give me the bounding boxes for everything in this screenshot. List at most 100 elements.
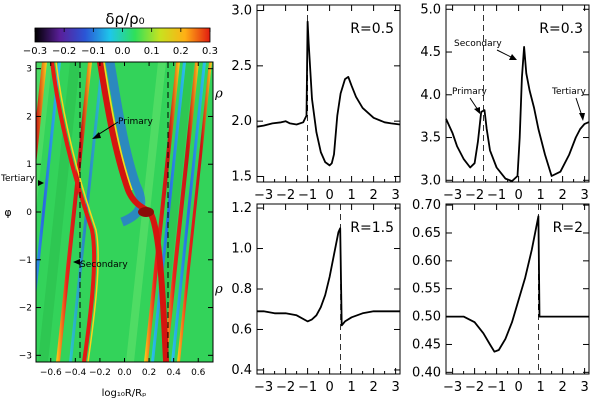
map-xtick-label: −0.2 (89, 368, 111, 378)
xtick-label: 2 (369, 188, 377, 203)
ytick-label: 1.2 (231, 201, 252, 216)
ytick-label: 0.45 (412, 337, 441, 352)
xtick-label: 2 (369, 380, 377, 395)
panel-label: R=1.5 (350, 220, 394, 236)
xtick-label: −1 (487, 188, 506, 203)
xtick-label: 1 (347, 380, 355, 395)
ylabel: ρ (214, 87, 223, 102)
arrow-secondary (496, 49, 514, 59)
map-xtick-label: 0.0 (117, 368, 132, 378)
map-arrowhead-secondary (73, 259, 80, 265)
xtick-label: 1 (536, 188, 544, 203)
ytick-label: 0.6 (231, 322, 252, 337)
secondary-arm (50, 62, 97, 362)
ytick-label: 4.0 (420, 88, 441, 103)
ytick-label: 3.0 (420, 173, 441, 188)
panel-r0.3-annotations: Secondary Primary Tertiary (452, 39, 586, 121)
secondary-arm-edge (55, 62, 99, 362)
xtick-label: 1 (347, 188, 355, 203)
arrowhead-tertiary (579, 113, 585, 121)
ytick-label: 0.50 (412, 310, 441, 325)
map-xtick-label: −0.6 (40, 368, 62, 378)
ytick-label: 0.40 (412, 365, 441, 380)
map-ylabel: φ (4, 206, 11, 219)
xtick-label: −2 (276, 380, 295, 395)
arrowhead-secondary (509, 54, 517, 60)
spiral-band (36, 62, 61, 297)
xtick-label: 0 (514, 380, 522, 395)
spiral-band (171, 62, 206, 362)
panel-label: R=0.5 (350, 21, 394, 37)
ytick-label: 0.70 (412, 198, 441, 213)
density-profile-line (257, 227, 400, 327)
xtick-label: 2 (558, 380, 566, 395)
ytick-label: 2.0 (231, 114, 252, 129)
annotation-primary: Primary (452, 87, 487, 97)
plot-frame (256, 4, 401, 183)
map-ytick-label: −2 (19, 304, 32, 314)
panel-label: R=0.3 (539, 21, 583, 37)
xtick-label: −3 (254, 188, 273, 203)
colorbar-tick-label: 0.3 (202, 46, 218, 57)
planet-location (138, 207, 154, 217)
colorbar-tick-label: 0.2 (173, 46, 189, 57)
ytick-label: 3.0 (231, 4, 252, 19)
xtick-label: 1 (536, 380, 544, 395)
map-arrowhead-primary (92, 132, 101, 139)
map-annotation-primary: Primary (118, 117, 153, 127)
xtick-label: 3 (580, 380, 588, 395)
colorbar-tick-label: −0.2 (52, 46, 76, 57)
ytick-label: 0.55 (412, 282, 441, 297)
xtick-label: 2 (558, 188, 566, 203)
ylabel: ρ (214, 282, 223, 297)
primary-arm-edge (103, 62, 133, 191)
ytick-label: 5.0 (420, 2, 441, 17)
profile-panel-r2: −3 −2 −1 0 1 2 3 0.40 0.45 0.50 0.55 0.60 0.65 0.70 R=… (412, 198, 590, 395)
xtick-label: −2 (465, 188, 484, 203)
map-annotation-tertiary: Tertiary (0, 174, 35, 184)
map-xtick-label: 0.6 (191, 368, 206, 378)
xtick-label: 0 (514, 188, 522, 203)
spiral-band (56, 62, 92, 362)
xtick-label: 0 (325, 380, 333, 395)
map-ytick-label: −1 (19, 256, 32, 266)
xtick-label: −1 (298, 380, 317, 395)
density-profile-line (446, 215, 589, 353)
map-xtick-label: 0.2 (142, 368, 156, 378)
ytick-label: 1.5 (231, 169, 252, 184)
map-xlabel: log₁₀R/Rₚ (102, 388, 147, 399)
map-arrowhead-tertiary (38, 180, 44, 186)
ytick-label: 0.65 (412, 226, 441, 241)
map-annotation-secondary: Secondary (80, 260, 128, 270)
xtick-label: 0 (325, 188, 333, 203)
ytick-label: 0.60 (412, 254, 441, 269)
map-ytick-label: 1 (26, 160, 32, 170)
primary-arm (97, 62, 169, 362)
map-arrow-primary (95, 121, 119, 137)
xtick-label: −1 (298, 188, 317, 203)
xtick-label: 3 (391, 188, 399, 203)
map-xtick-label: −0.4 (64, 368, 86, 378)
density-map-panel: −0.6 −0.4 −0.2 0.0 0.2 0.4 0.6 −3 −2 −1 0 1 2 3 log₁₀… (0, 61, 214, 399)
xtick-label: 3 (391, 380, 399, 395)
colorbar-tick-label: −0.1 (81, 46, 105, 57)
xtick-label: −3 (443, 188, 462, 203)
ytick-label: 2.5 (231, 59, 252, 74)
spiral-band (177, 62, 212, 362)
map-xtick-label: 0.4 (167, 368, 182, 378)
spiral-band (163, 62, 199, 362)
panel-label: R=2 (553, 220, 583, 236)
arrow-primary (469, 97, 479, 111)
xtick-label: −3 (443, 380, 462, 395)
spiral-band (144, 62, 180, 362)
colorbar-tick-label: −0.3 (23, 46, 47, 57)
xtick-label: −1 (487, 380, 506, 395)
colorbar: δρ/ρ₀ −0.3 −0.2 −0.1 0.0 0.1 0.2 0.3 (23, 10, 218, 57)
colorbar-tick-label: 0.1 (144, 46, 160, 57)
colorbar-ticks: −0.3 −0.2 −0.1 0.0 0.1 0.2 0.3 (23, 28, 218, 57)
ytick-label: 3.5 (420, 131, 441, 146)
xtick-label: −2 (465, 380, 484, 395)
colorbar-tick-label: 0.0 (115, 46, 131, 57)
map-ytick-label: 3 (26, 65, 32, 75)
